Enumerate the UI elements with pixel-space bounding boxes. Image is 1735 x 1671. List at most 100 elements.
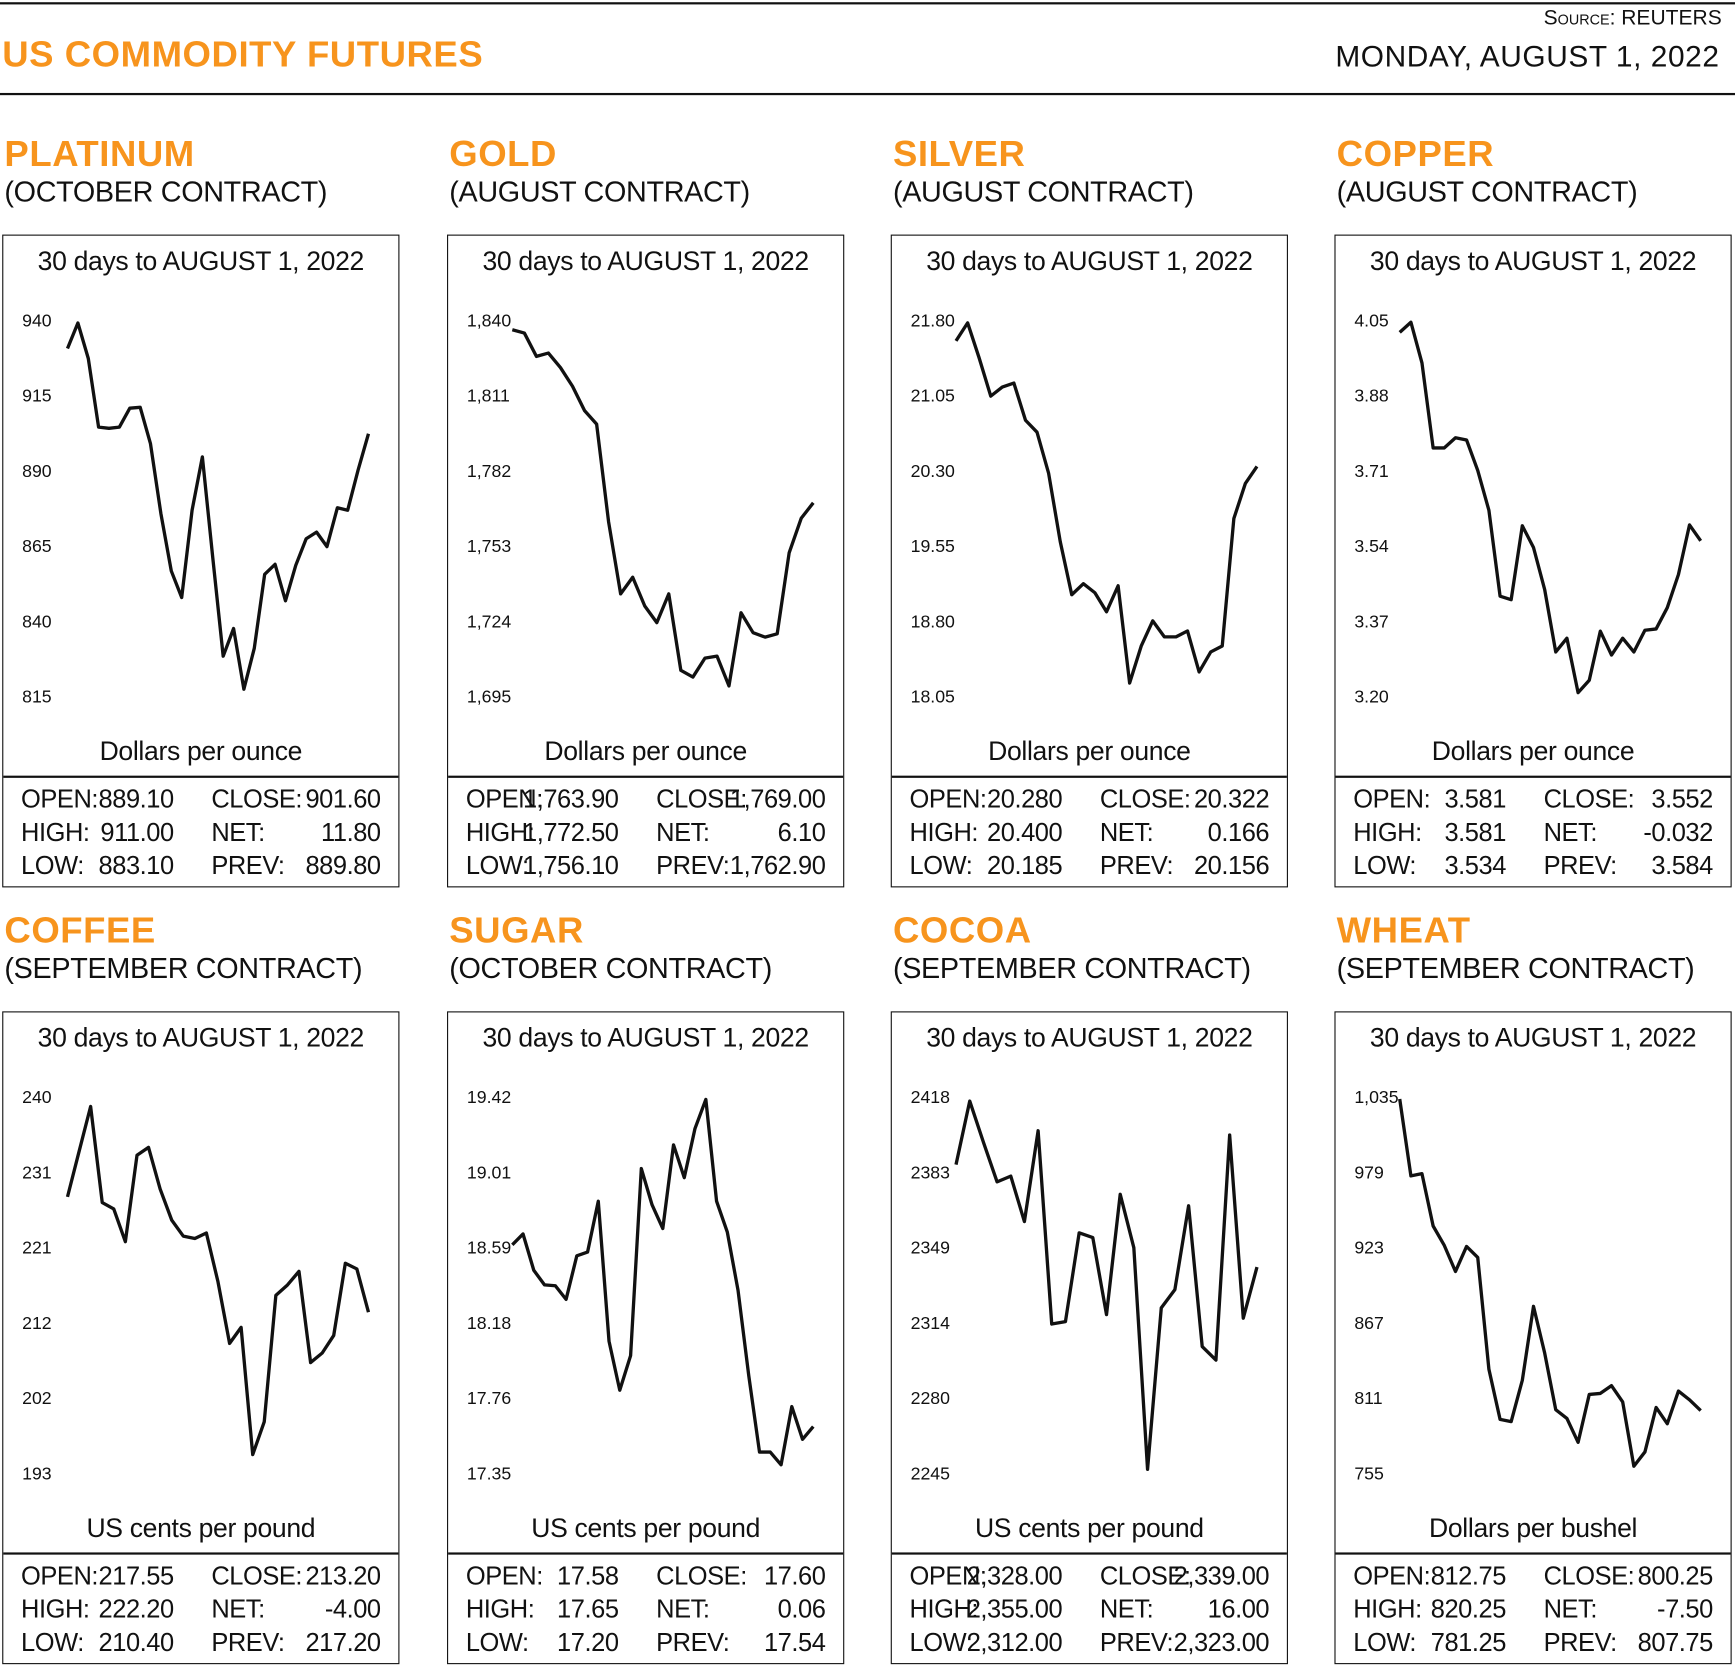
- stats-row-low-prev: LOW: 2,312.00 PREV: 2,323.00: [892, 1628, 1287, 1661]
- prev-value: 17.54: [763, 1627, 826, 1657]
- stats-row-low-prev: LOW: 20.185 PREV: 20.156: [892, 851, 1287, 884]
- chart-box: 30 days to AUGUST 1, 2022 19.42 19.01 18.5…: [447, 1011, 845, 1665]
- chart-title: 30 days to AUGUST 1, 2022: [482, 1023, 809, 1054]
- low-label: LOW:: [1353, 1627, 1417, 1657]
- low-label: LOW:: [21, 850, 84, 880]
- divider: [448, 1552, 844, 1555]
- prev-label: PREV:: [1543, 850, 1618, 880]
- stats-row-low-prev: LOW: 17.20 PREV: 17.54: [448, 1628, 843, 1661]
- stats-table: OPEN: 17.58 CLOSE: 17.60 HIGH: 17.65 NET…: [448, 1561, 843, 1661]
- line-chart: 19.42 19.01 18.59 18.18 17.76 17.35: [467, 1087, 815, 1483]
- prev-value: 217.20: [305, 1627, 381, 1657]
- page-title: US COMMODITY FUTURES: [2, 33, 484, 75]
- low-value: 20.185: [987, 850, 1063, 880]
- net-label: NET:: [1543, 1594, 1598, 1624]
- chart-title: 30 days to AUGUST 1, 2022: [926, 246, 1253, 277]
- y-tick-label: 231: [22, 1162, 52, 1182]
- stats-row-open-close: OPEN: 20.280 CLOSE: 20.322: [892, 785, 1287, 818]
- net-value: 16.00: [1207, 1594, 1270, 1624]
- close-label: CLOSE:: [1099, 1561, 1191, 1591]
- close-label: CLOSE:: [1099, 784, 1191, 814]
- net-value: -0.032: [1643, 817, 1713, 847]
- prev-label: PREV:: [1099, 850, 1174, 880]
- y-tick-label: 3.54: [1354, 536, 1389, 556]
- high-value: 1,772.50: [522, 817, 619, 847]
- y-tick-label: 221: [22, 1238, 52, 1258]
- stats-table: OPEN: 889.10 CLOSE: 901.60 HIGH: 911.00 …: [3, 785, 398, 885]
- divider: [1335, 775, 1731, 778]
- chart-box: 30 days to AUGUST 1, 2022 1,035 979 923 867…: [1334, 1011, 1732, 1665]
- y-tick-label: 18.05: [911, 687, 955, 707]
- low-value: 17.20: [557, 1627, 619, 1657]
- low-value: 2,312.00: [966, 1627, 1063, 1657]
- y-tick-label: 2349: [911, 1238, 950, 1258]
- divider: [3, 775, 399, 778]
- open-value: 2,328.00: [966, 1561, 1063, 1591]
- contract-label: (SEPTEMBER CONTRACT): [892, 951, 1251, 985]
- open-value: 3.581: [1444, 784, 1506, 814]
- net-value: 0.06: [777, 1594, 826, 1624]
- close-value: 800.25: [1637, 1561, 1714, 1591]
- open-label: OPEN:: [1353, 784, 1431, 814]
- chart-unit-label: Dollars per bushel: [1429, 1513, 1638, 1544]
- prev-label: PREV:: [656, 1627, 730, 1657]
- y-tick-label: 1,782: [467, 461, 511, 481]
- chart-box: 30 days to AUGUST 1, 2022 2418 2383 2349 23…: [890, 1011, 1288, 1665]
- stats-row-high-net: HIGH: 2,355.00 NET: 16.00: [892, 1594, 1287, 1627]
- chart-unit-label: US cents per pound: [86, 1513, 316, 1544]
- y-tick-label: 18.80: [911, 611, 955, 631]
- line-chart: 1,035 979 923 867 811 755: [1354, 1087, 1702, 1483]
- net-value: -7.50: [1657, 1594, 1713, 1624]
- divider: [448, 775, 844, 778]
- net-label: NET:: [656, 1594, 710, 1624]
- open-value: 1,763.90: [522, 784, 619, 814]
- stats-row-low-prev: LOW: 210.40 PREV: 217.20: [3, 1628, 398, 1661]
- source-credit: Source: REUTERS: [1543, 6, 1722, 30]
- commodity-name: COFFEE: [4, 909, 156, 951]
- low-value: 3.534: [1444, 850, 1506, 880]
- high-label: HIGH:: [1353, 817, 1422, 847]
- net-value: 11.80: [321, 817, 381, 847]
- stats-table: OPEN: 2,328.00 CLOSE: 2,339.00 HIGH: 2,3…: [892, 1561, 1287, 1661]
- y-tick-label: 2383: [911, 1162, 951, 1182]
- chart-box: 30 days to AUGUST 1, 2022 4.05 3.88 3.71 3.…: [1334, 234, 1732, 888]
- line-chart: 4.05 3.88 3.71 3.54 3.37 3.20: [1354, 310, 1703, 707]
- low-value: 781.25: [1430, 1627, 1507, 1657]
- stats-row-open-close: OPEN: 2,328.00 CLOSE: 2,339.00: [892, 1561, 1287, 1594]
- net-value: 0.166: [1207, 817, 1270, 847]
- high-label: HIGH:: [1353, 1594, 1422, 1624]
- stats-table: OPEN: 1,763.90 CLOSE: 1,769.00 HIGH: 1,7…: [448, 785, 843, 885]
- y-tick-label: 815: [22, 687, 52, 707]
- chart-unit-label: Dollars per ounce: [99, 736, 303, 767]
- commodity-name: GOLD: [449, 132, 557, 174]
- net-label: NET:: [211, 1594, 265, 1624]
- prev-label: PREV:: [1543, 1627, 1618, 1657]
- high-value: 3.581: [1444, 817, 1506, 847]
- low-label: LOW:: [909, 850, 973, 880]
- y-tick-label: 17.35: [467, 1463, 511, 1483]
- chart-unit-label: US cents per pound: [974, 1513, 1204, 1544]
- commodity-name: WHEAT: [1336, 909, 1471, 951]
- line-chart: 240 231 221 212 202 193: [22, 1087, 371, 1483]
- y-tick-label: 19.55: [911, 536, 955, 556]
- commodity-name: SILVER: [892, 132, 1026, 174]
- y-tick-label: 19.01: [467, 1162, 511, 1182]
- low-value: 1,756.10: [522, 850, 619, 880]
- header-rule: [0, 92, 1735, 95]
- contract-label: (AUGUST CONTRACT): [1336, 174, 1638, 209]
- y-tick-label: 3.88: [1354, 386, 1389, 406]
- high-label: HIGH:: [909, 817, 979, 847]
- y-tick-label: 19.42: [467, 1087, 511, 1107]
- prev-value: 889.80: [305, 850, 381, 880]
- y-tick-label: 3.71: [1354, 461, 1388, 481]
- divider: [1335, 1552, 1731, 1555]
- low-label: LOW:: [465, 850, 529, 880]
- price-line: [65, 321, 371, 691]
- y-tick-label: 811: [1354, 1388, 1382, 1408]
- close-label: CLOSE:: [656, 1561, 747, 1591]
- chart-title: 30 days to AUGUST 1, 2022: [1369, 246, 1697, 277]
- stats-row-high-net: HIGH: 1,772.50 NET: 6.10: [448, 818, 843, 851]
- high-label: HIGH:: [21, 817, 90, 847]
- y-tick-label: 2245: [911, 1463, 951, 1483]
